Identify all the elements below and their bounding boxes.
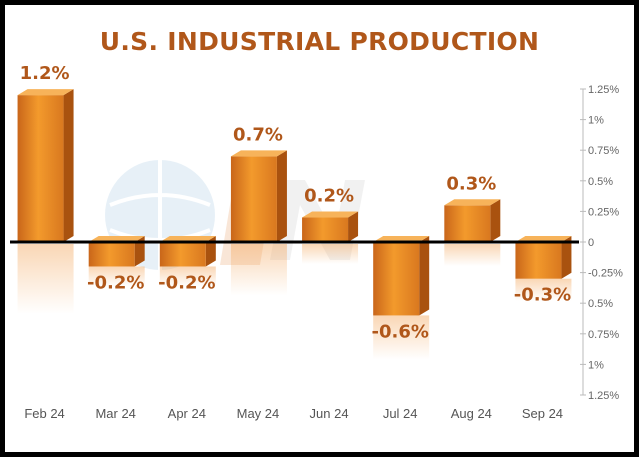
bar-front: [17, 95, 64, 243]
y-tick-label: 0.25%: [588, 206, 619, 218]
bar-front: [444, 205, 491, 242]
bar-top: [230, 150, 287, 157]
x-tick-label: Jun 24: [310, 406, 349, 421]
bar-reflection: [373, 315, 430, 360]
y-tick-label: -0.25%: [588, 268, 623, 280]
data-label: 0.7%: [233, 124, 283, 145]
chart-frame: U.S. INDUSTRIAL PRODUCTION 1.25% 1% 0.75% 0…: [5, 5, 634, 452]
y-tick-label: 0.75%: [588, 145, 619, 157]
chart-title: U.S. INDUSTRIAL PRODUCTION: [99, 27, 540, 56]
bar-feb-24: 1.2% Feb 24: [17, 63, 74, 421]
bar-top: [17, 89, 74, 96]
y-tick-label: 1.25%: [588, 84, 619, 96]
bar-reflection: [515, 278, 572, 301]
bar-sep-24: -0.3% Sep 24: [514, 236, 572, 421]
bar-side: [134, 236, 145, 267]
bar-jun-24: 0.2% Jun 24: [302, 186, 359, 421]
bar-aug-24: 0.3% Aug 24: [444, 173, 501, 421]
bar-top: [444, 199, 501, 206]
y-tick-label: 0.5%: [588, 298, 613, 310]
bar-front: [159, 242, 206, 267]
x-tick-label: Aug 24: [451, 406, 492, 421]
bar-reflection: [302, 244, 359, 264]
bar-side: [63, 89, 74, 243]
x-tick-label: May 24: [237, 406, 280, 421]
y-tick-label: 0.5%: [588, 176, 613, 188]
bar-front: [302, 217, 349, 242]
bar-side: [276, 150, 287, 242]
bar-reflection: [17, 244, 74, 314]
bar-side: [205, 236, 216, 267]
bar-side: [561, 236, 572, 279]
bar-reflection: [88, 266, 145, 287]
bar-side: [490, 199, 501, 242]
bar-reflection: [444, 244, 501, 267]
x-tick-label: Mar 24: [95, 406, 135, 421]
bar-top: [302, 211, 359, 218]
y-tick-label: 1.25%: [588, 390, 619, 402]
bar-jul-24: -0.6% Jul 24: [371, 236, 430, 421]
bar-reflection: [159, 266, 216, 287]
data-label: 1.2%: [20, 63, 70, 84]
bar-reflection: [230, 244, 287, 296]
x-tick-label: Sep 24: [522, 406, 563, 421]
data-label: 0.3%: [446, 173, 496, 194]
bar-side: [419, 236, 430, 316]
x-tick-label: Feb 24: [24, 406, 64, 421]
data-label: -0.6%: [371, 321, 428, 342]
bar-side: [348, 211, 359, 242]
x-tick-label: Jul 24: [383, 406, 418, 421]
bar-front: [230, 156, 277, 242]
bar-front: [373, 242, 420, 316]
y-tick-label: 0.75%: [588, 329, 619, 341]
x-tick-label: Apr 24: [168, 406, 206, 421]
bar-chart: 1.25% 1% 0.75% 0.5% 0.25% 0 -0.25% 0.5% 0.75% 1% 1…: [10, 63, 623, 421]
data-label: -0.2%: [158, 272, 215, 293]
data-label: -0.2%: [87, 272, 144, 293]
bar-front: [515, 242, 562, 279]
bar-may-24: 0.7% May 24: [230, 124, 287, 421]
y-tick-label: 0: [588, 237, 594, 249]
bar-front: [88, 242, 135, 267]
data-label: -0.3%: [514, 285, 571, 306]
bar-apr-24: -0.2% Apr 24: [158, 236, 216, 421]
y-tick-label: 1%: [588, 359, 604, 371]
y-tick-label: 1%: [588, 115, 604, 127]
bar-mar-24: -0.2% Mar 24: [87, 236, 145, 421]
data-label: 0.2%: [304, 186, 354, 207]
